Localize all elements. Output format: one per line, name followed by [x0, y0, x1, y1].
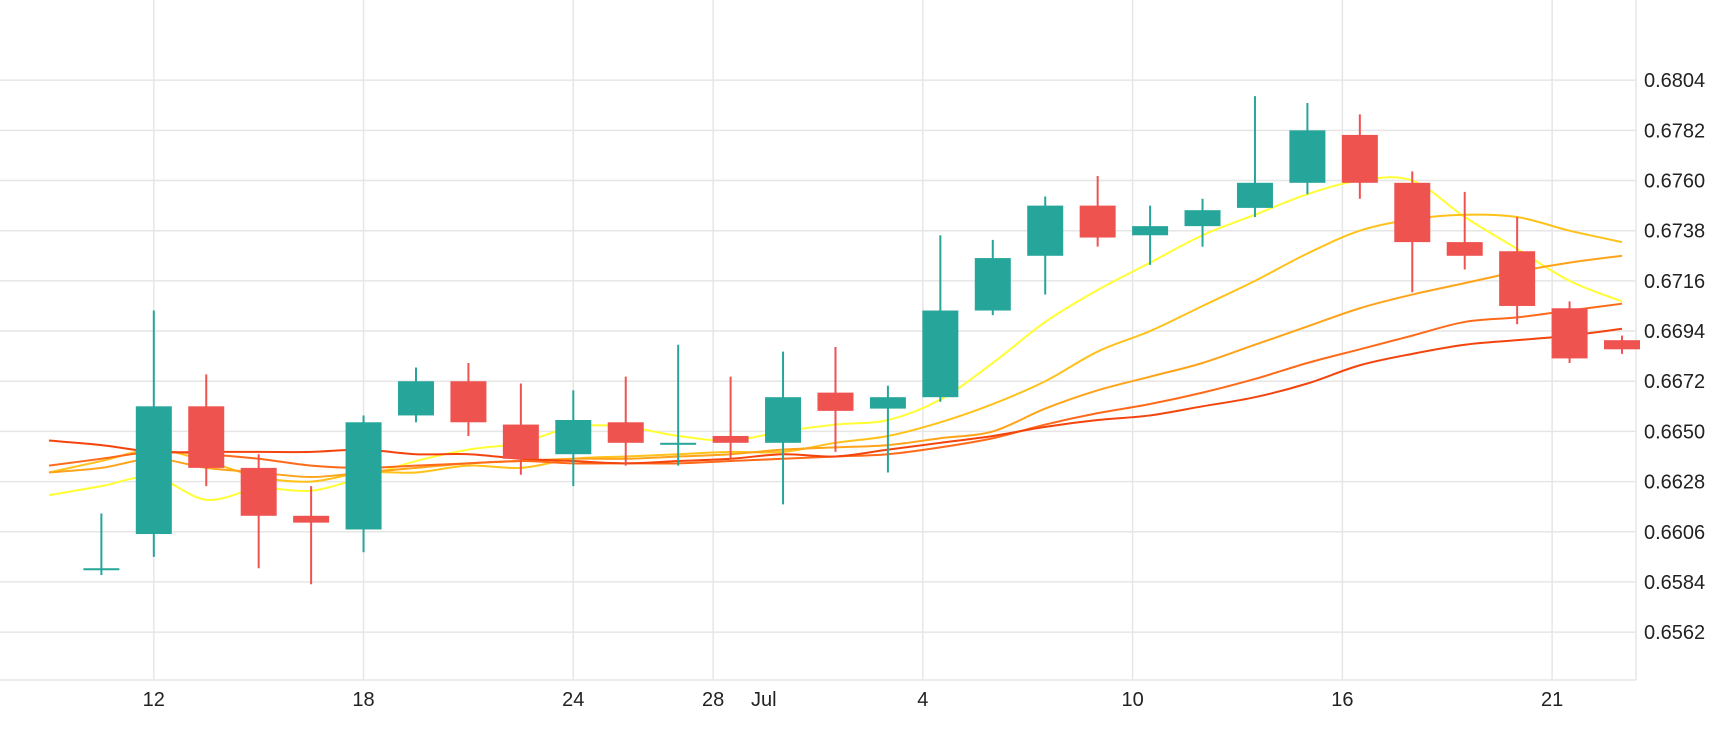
y-tick-label: 0.6606	[1644, 522, 1705, 544]
candle-body	[712, 435, 749, 443]
candle-body	[1289, 130, 1326, 183]
candle-body	[1236, 182, 1273, 208]
candle-up	[869, 385, 906, 473]
candle-up	[1184, 198, 1221, 247]
y-tick-label: 0.6650	[1644, 421, 1705, 443]
candle-body	[660, 442, 697, 445]
candle-down	[817, 347, 854, 452]
candle-body	[1132, 226, 1169, 236]
candle-up	[660, 344, 697, 466]
x-tick-label: 18	[352, 689, 374, 711]
candle-down	[502, 383, 539, 475]
candle-body	[502, 424, 539, 459]
y-tick-label: 0.6716	[1644, 271, 1705, 293]
y-tick-label: 0.6584	[1644, 572, 1705, 594]
x-tick-label: 10	[1121, 689, 1143, 711]
candle-down	[1446, 191, 1483, 270]
candle-down	[712, 376, 749, 459]
y-tick-label: 0.6804	[1644, 70, 1705, 92]
y-tick-label: 0.6694	[1644, 321, 1705, 343]
candle-body	[450, 381, 487, 423]
y-tick-label: 0.6760	[1644, 171, 1705, 193]
candle-down	[1604, 335, 1641, 354]
candle-up	[83, 513, 120, 576]
candle-body	[1079, 205, 1116, 238]
y-tick-label: 0.6738	[1644, 221, 1705, 243]
candle-down	[1341, 114, 1378, 199]
moving-average-line	[48, 327, 1623, 465]
candle-body	[1604, 340, 1641, 350]
candle-up	[135, 310, 172, 557]
candle-body	[922, 310, 959, 398]
candle-down	[240, 454, 277, 569]
candle-down	[1394, 171, 1431, 293]
x-tick-label: 21	[1541, 689, 1563, 711]
candle-down	[450, 362, 487, 436]
candle-body	[607, 422, 644, 443]
candle-body	[555, 420, 592, 455]
x-tick-label: 28	[702, 689, 724, 711]
candle-up	[922, 235, 959, 402]
x-axis: 12 18 24 28 Jul 4 10 16 21	[143, 689, 1564, 711]
candle-body	[397, 381, 434, 416]
x-tick-label: 16	[1331, 689, 1353, 711]
candle-body	[293, 515, 330, 523]
candle-up	[345, 415, 382, 553]
candle-down	[1079, 175, 1116, 247]
candle-body	[817, 392, 854, 411]
candle-body	[869, 397, 906, 409]
candle-up	[555, 390, 592, 487]
candle-up	[397, 367, 434, 423]
y-tick-label: 0.6562	[1644, 622, 1705, 644]
candle-body	[1184, 210, 1221, 227]
candle-up	[1289, 102, 1326, 195]
candle-body	[765, 397, 802, 443]
candle-up	[1027, 196, 1064, 295]
candle-body	[974, 258, 1011, 311]
candle-body	[240, 467, 277, 516]
candle-body	[1341, 134, 1378, 183]
candles	[83, 96, 1641, 585]
candle-body	[1394, 182, 1431, 243]
y-axis: 0.6804 0.6782 0.6760 0.6738 0.6716 0.6694 0.66…	[1644, 70, 1705, 644]
candle-body	[1446, 242, 1483, 256]
y-tick-label: 0.6782	[1644, 120, 1705, 142]
x-tick-label: Jul	[751, 689, 777, 711]
x-tick-label: 4	[917, 689, 928, 711]
candle-up	[1236, 96, 1273, 218]
candle-body	[1027, 205, 1064, 256]
grid-lines	[0, 0, 1637, 681]
y-tick-label: 0.6672	[1644, 371, 1705, 393]
candle-down	[1499, 217, 1536, 325]
candle-body	[83, 568, 120, 571]
candle-down	[607, 376, 644, 466]
candle-body	[135, 406, 172, 535]
candle-body	[345, 422, 382, 530]
candle-up	[1132, 205, 1169, 265]
candle-body	[188, 406, 225, 468]
candle-down	[188, 374, 225, 487]
candle-body	[1551, 308, 1588, 359]
x-tick-label: 12	[143, 689, 165, 711]
x-tick-label: 24	[562, 689, 584, 711]
candle-down	[293, 486, 330, 585]
candle-body	[1499, 251, 1536, 306]
candle-up	[974, 239, 1011, 316]
candle-down	[1551, 301, 1588, 363]
y-tick-label: 0.6628	[1644, 472, 1705, 494]
candle-up	[765, 351, 802, 505]
